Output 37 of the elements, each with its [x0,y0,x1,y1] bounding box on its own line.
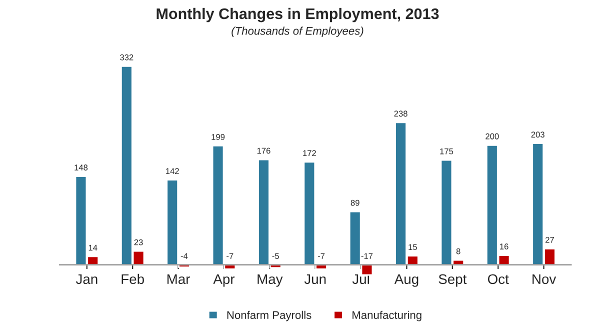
data-label: -5 [272,253,279,260]
data-label: 8 [456,248,460,254]
data-label: -7 [318,253,325,259]
x-tick-label: Jun [304,274,326,284]
data-label: 200 [486,133,499,140]
data-label: 332 [120,54,134,60]
data-label: -4 [180,253,188,259]
x-tick-label: Sept [438,274,467,287]
chart-subtitle: (Thousands of Employees) [232,26,364,38]
data-label: 16 [500,244,508,250]
data-label: 176 [257,148,270,154]
chart-title: Monthly Changes in Employment, 2013 [156,8,439,22]
x-tick-label: Feb [122,274,144,284]
x-tick-label: Jan [76,274,98,284]
data-label: 172 [303,150,316,156]
data-label: 199 [212,134,225,140]
x-tick-label: Jul [352,274,369,284]
data-label: -7 [226,253,234,259]
x-tick-label: Mar [167,274,190,284]
data-label: 148 [74,164,88,170]
x-tick-label: Aug [394,274,418,287]
data-label: 14 [88,244,98,251]
data-label: 15 [408,244,417,250]
data-label: 27 [546,236,554,243]
legend-label: Nonfarm Payrolls [227,310,312,322]
data-label: 238 [394,110,408,117]
data-label: 89 [350,200,360,206]
data-label: 203 [531,132,544,138]
data-label: 23 [134,239,143,246]
data-label: -17 [361,253,373,259]
data-label: 142 [166,168,179,174]
x-tick-label: May [258,274,283,287]
legend-label: Manufacturing [352,310,422,322]
data-label: 175 [440,148,454,154]
x-tick-label: Nov [532,274,556,284]
x-tick-label: Apr [213,274,235,287]
x-tick-label: Oct [488,274,509,284]
